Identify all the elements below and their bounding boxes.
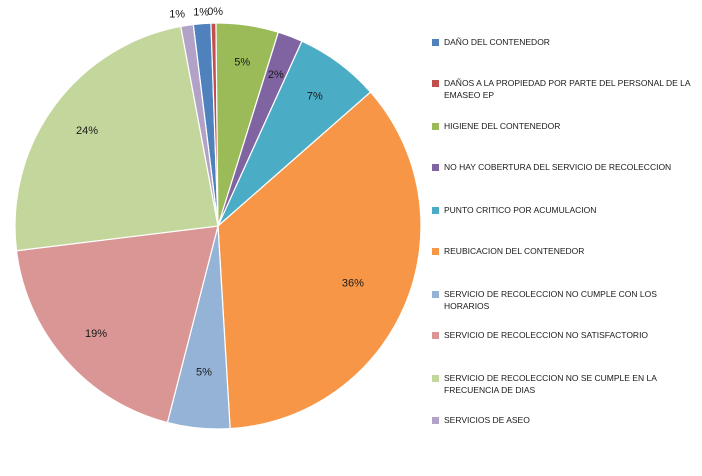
legend-item: SERVICIO DE RECOLECCION NO CUMPLE CON LO… (432, 288, 694, 312)
legend-label: SERVICIOS DE ASEO (444, 415, 530, 425)
legend-item: REUBICACION DEL CONTENEDOR (432, 245, 694, 257)
legend-swatch (432, 164, 439, 171)
legend-label: SERVICIO DE RECOLECCION NO CUMPLE CON LO… (444, 289, 657, 311)
pie-slice (14, 25, 219, 252)
legend-item: DAÑO DEL CONTENEDOR (432, 36, 694, 48)
legend-label: REUBICACION DEL CONTENEDOR (444, 246, 585, 256)
pie-slice (15, 225, 219, 424)
legend-swatch (432, 375, 439, 382)
legend-swatch (432, 123, 439, 130)
legend-swatch (432, 291, 439, 298)
slice-percent-label: 24% (76, 125, 98, 137)
legend-swatch (432, 417, 439, 424)
legend-item: DAÑOS A LA PROPIEDAD POR PARTE DEL PERSO… (432, 77, 694, 101)
legend-item: PUNTO CRITICO POR ACUMULACION (432, 204, 694, 216)
slice-percent-label: 7% (307, 91, 323, 103)
slice-percent-label: 1% (193, 7, 209, 19)
legend-swatch (432, 39, 439, 46)
legend-item: SERVICIO DE RECOLECCION NO SE CUMPLE EN … (432, 372, 694, 396)
legend-label: DAÑO DEL CONTENEDOR (444, 37, 550, 47)
pie-slice (217, 91, 422, 430)
legend-label: SERVICIO DE RECOLECCION NO SATISFACTORIO (444, 330, 649, 340)
slice-percent-label: 36% (342, 277, 364, 289)
slice-percent-label: 2% (268, 69, 284, 81)
legend-item: SERVICIOS DE ASEO (432, 414, 694, 426)
legend-label: HIGIENE DEL CONTENEDOR (444, 121, 561, 131)
legend-item: NO HAY COBERTURA DEL SERVICIO DE RECOLEC… (432, 161, 694, 173)
pie-slice (180, 23, 219, 227)
slice-percent-label: 1% (169, 8, 185, 20)
slice-percent-label: 5% (234, 56, 250, 68)
legend-swatch (432, 80, 439, 87)
slice-percent-label: 19% (85, 328, 107, 340)
legend-swatch (432, 332, 439, 339)
legend-swatch (432, 207, 439, 214)
legend-item: HIGIENE DEL CONTENEDOR (432, 120, 694, 132)
legend-swatch (432, 248, 439, 255)
legend-label: NO HAY COBERTURA DEL SERVICIO DE RECOLEC… (444, 162, 672, 172)
legend-label: PUNTO CRITICO POR ACUMULACION (444, 205, 597, 215)
legend-label: SERVICIO DE RECOLECCION NO SE CUMPLE EN … (444, 373, 657, 395)
slice-percent-label: 0% (207, 6, 223, 18)
slice-percent-label: 5% (196, 367, 212, 379)
legend-item: SERVICIO DE RECOLECCION NO SATISFACTORIO (432, 329, 694, 341)
legend-label: DAÑOS A LA PROPIEDAD POR PARTE DEL PERSO… (444, 78, 691, 100)
